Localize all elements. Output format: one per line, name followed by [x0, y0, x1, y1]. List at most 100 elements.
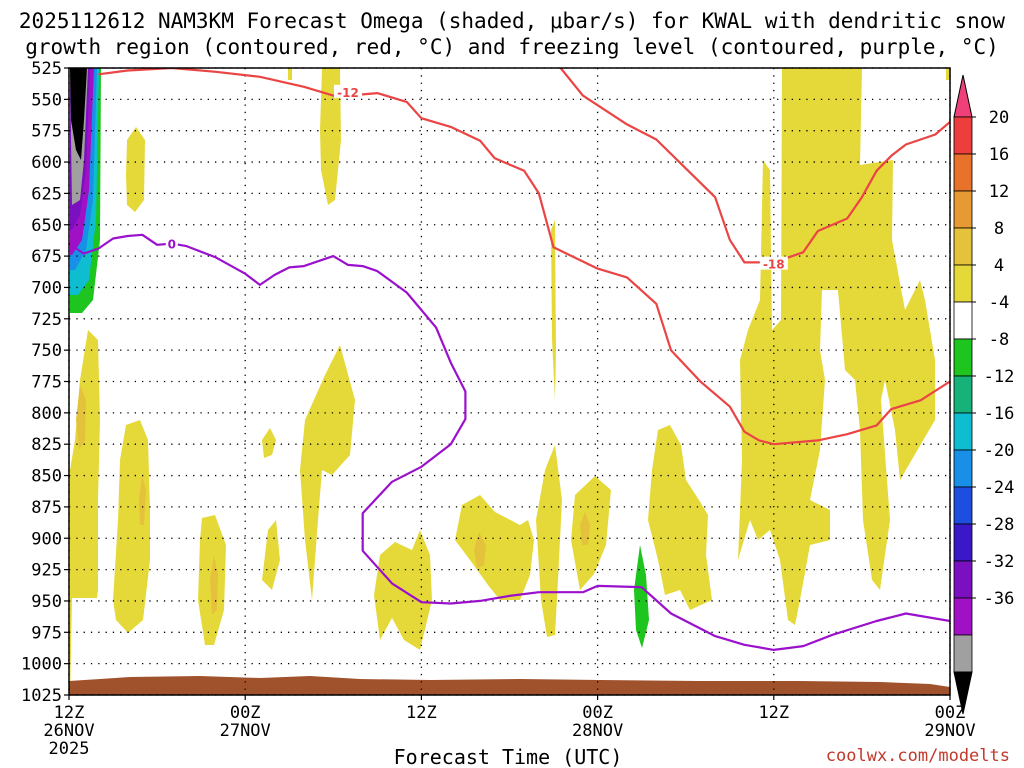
- colorbar-swatch: [953, 412, 973, 451]
- x-tick-label: 00Z: [230, 703, 261, 723]
- y-tick-label: 675: [31, 247, 62, 267]
- contour-line-2: [559, 68, 950, 264]
- omega-region: [126, 127, 145, 212]
- y-tick-label: 850: [31, 467, 62, 487]
- x-tick-date-label: 28NOV: [572, 721, 623, 741]
- colorbar-swatch: [953, 449, 973, 488]
- y-tick-label: 650: [31, 216, 62, 236]
- terrain-surface: [69, 676, 950, 695]
- omega-region: [474, 532, 486, 568]
- x-tick-label: 12Z: [758, 703, 789, 723]
- y-tick-label: 825: [31, 435, 62, 455]
- y-tick-label: 525: [31, 59, 62, 79]
- colorbar-label: -32: [984, 552, 1015, 572]
- omega-region: [113, 420, 150, 633]
- omega-region: [262, 520, 280, 590]
- omega-region: [139, 475, 146, 525]
- colorbar-label: 8: [994, 219, 1004, 239]
- omega-region: [551, 220, 556, 400]
- contour-label-bg: [333, 84, 362, 98]
- colorbar-swatch: [953, 116, 973, 155]
- contour-lines: [69, 68, 950, 652]
- colorbar-swatch: [953, 338, 973, 377]
- colorbar-label: 20: [989, 108, 1009, 128]
- colorbar-swatch: [953, 301, 973, 340]
- colorbar-swatch: [953, 190, 973, 229]
- omega-region: [76, 385, 86, 450]
- x-tick-label: 00Z: [935, 703, 966, 723]
- y-tick-label: 800: [31, 404, 62, 424]
- colorbar-label: -12: [984, 367, 1015, 387]
- colorbar-bottom-arrow: [953, 671, 973, 715]
- y-tick-label: 700: [31, 278, 62, 298]
- omega-region: [580, 512, 590, 545]
- y-tick-label: 925: [31, 561, 62, 581]
- y-tick-label: 750: [31, 341, 62, 361]
- omega-shading-4-8: [70, 68, 950, 695]
- colorbar-label: 16: [989, 145, 1009, 165]
- colorbar-swatch: [953, 634, 973, 673]
- omega-region: [738, 68, 935, 625]
- chart-title-line-1: 2025112612 NAM3KM Forecast Omega (shaded…: [19, 9, 1006, 33]
- x-axis-label: Forecast Time (UTC): [394, 745, 623, 768]
- colorbar-swatch: [953, 523, 973, 562]
- contour-label: 0: [168, 238, 176, 252]
- omega-region: [946, 68, 950, 80]
- contour-line-1: [98, 68, 950, 446]
- chart-title-line-2: growth region (contoured, red, °C) and f…: [25, 35, 999, 59]
- colorbar-label: 12: [989, 182, 1009, 202]
- omega-region: [288, 68, 292, 80]
- colorbar-swatch: [953, 227, 973, 266]
- omega-region: [455, 495, 534, 600]
- credit-text: coolwx.com/modelts: [826, 746, 1010, 766]
- omega-region: [822, 165, 862, 370]
- y-axis: 525 550 575 600 625 650 675 700 725 750 775 800 825 8…: [21, 59, 69, 706]
- colorbar-label: -20: [984, 441, 1015, 461]
- x-tick-date-label: 27NOV: [220, 721, 271, 741]
- y-tick-label: 875: [31, 498, 62, 518]
- x-tick-date-label: 29NOV: [924, 721, 975, 741]
- contour-label: -12: [337, 86, 359, 100]
- colorbar-swatch: [953, 486, 973, 525]
- omega-region: [320, 68, 341, 205]
- y-tick-label: 725: [31, 310, 62, 330]
- omega-region: [648, 425, 712, 610]
- colorbar-label: -28: [984, 515, 1015, 535]
- x-tick-label: 12Z: [54, 703, 85, 723]
- contour-labels: -12 -18 0: [165, 84, 788, 272]
- colorbar-swatch: [953, 560, 973, 599]
- omega-region: [70, 68, 87, 160]
- y-tick-label: 625: [31, 184, 62, 204]
- contour-line-3: [69, 233, 950, 652]
- y-tick-label: 775: [31, 373, 62, 393]
- y-tick-label: 975: [31, 623, 62, 643]
- y-tick-label: 575: [31, 122, 62, 142]
- colorbar-label: -4: [989, 293, 1009, 313]
- colorbar-swatch: [953, 375, 973, 414]
- colorbar-label: 4: [994, 256, 1004, 276]
- colorbar-swatch: [953, 153, 973, 192]
- colorbar: 20 16 12 8 4 -4 -8 -12 -16 -20 -24 -28 -32 -36: [953, 74, 1015, 715]
- y-tick-label: 600: [31, 153, 62, 173]
- y-tick-label: 1000: [21, 655, 62, 675]
- omega-region: [536, 445, 562, 637]
- plot-clip-group: [69, 68, 950, 695]
- x-tick-label: 12Z: [406, 703, 437, 723]
- plot-area: -12 -18 0: [68, 67, 951, 696]
- colorbar-label: -24: [984, 478, 1015, 498]
- colorbar-label: -8: [989, 330, 1009, 350]
- omega-region: [300, 345, 355, 600]
- colorbar-label: -36: [984, 589, 1015, 609]
- omega-shading-negative-4-8: [634, 545, 649, 648]
- omega-region: [262, 428, 276, 458]
- omega-region: [571, 476, 611, 590]
- x-tick-label: 00Z: [582, 703, 613, 723]
- colorbar-label: -16: [984, 404, 1015, 424]
- contour-label: -18: [763, 258, 785, 272]
- omega-shading-strong-negative: [70, 68, 101, 313]
- x-tick-date-label: 26NOV: [43, 721, 94, 741]
- y-tick-label: 900: [31, 529, 62, 549]
- x-tick-year-label: 2025: [49, 739, 90, 759]
- colorbar-swatch: [953, 597, 973, 636]
